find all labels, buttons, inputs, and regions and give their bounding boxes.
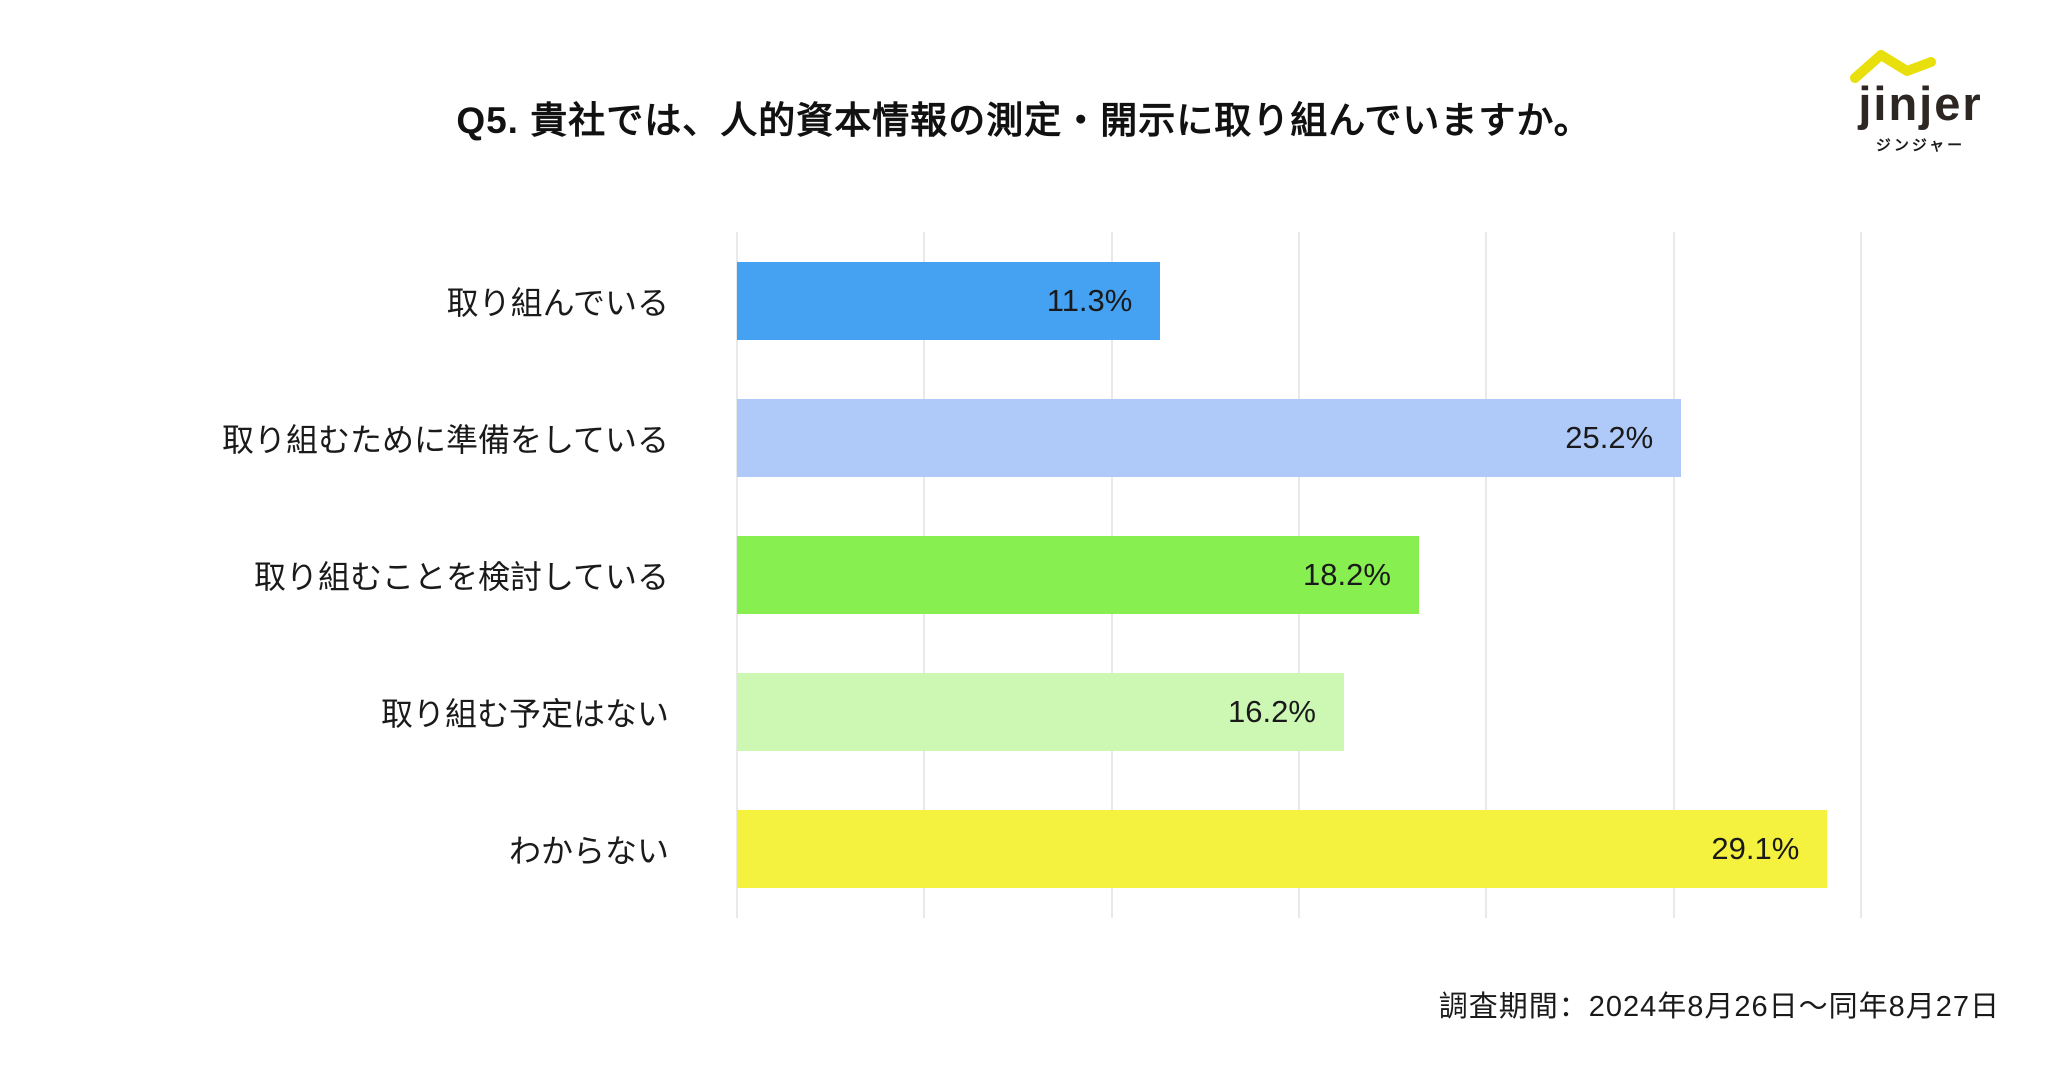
category-label: 取り組んでいる: [446, 284, 669, 321]
value-label: 25.2%: [1565, 419, 1654, 455]
bar: 11.3%: [737, 261, 1161, 340]
gridline: [1485, 232, 1488, 918]
bar-chart: 取り組んでいる 11.3% 取り組むために準備をしている 25.2% 取り組むことを検討…: [0, 232, 2048, 918]
gridline: [1860, 232, 1862, 918]
chart-row: 取り組むために準備をしている 25.2%: [0, 369, 2048, 506]
jinjer-logo: jinjer ジンジャー: [1833, 50, 2008, 155]
bar-track: 11.3%: [737, 261, 1861, 340]
chart-row: 取り組むことを検討している 18.2%: [0, 506, 2048, 643]
bar: 25.2%: [737, 398, 1682, 477]
value-label: 29.1%: [1711, 831, 1800, 867]
bar-track: 18.2%: [737, 536, 1861, 614]
category-label: わからない: [508, 833, 669, 870]
chart-title: Q5. 貴社では、人的資本情報の測定・開示に取り組んでいますか。: [456, 100, 1592, 141]
bar-track: 29.1%: [737, 810, 1861, 889]
bar: 29.1%: [737, 810, 1828, 889]
category-label: 取り組むために準備をしている: [221, 421, 669, 458]
bar: 16.2%: [737, 673, 1344, 752]
bar-rows: 取り組んでいる 11.3% 取り組むために準備をしている 25.2% 取り組むことを検討…: [0, 232, 2048, 918]
logo-katakana: ジンジャー: [1875, 137, 1966, 154]
value-label: 18.2%: [1302, 557, 1391, 592]
gridline: [1672, 232, 1675, 918]
chart-row: 取り組む予定はない 16.2%: [0, 644, 2048, 781]
survey-period: 調査期間：2024年8月26日〜同年8月27日: [1438, 991, 2000, 1023]
logo-wordmark: jinjer: [1858, 77, 1983, 130]
jinjer-mark-icon: [1850, 50, 1936, 83]
value-label: 16.2%: [1228, 694, 1316, 730]
category-label: 取り組む予定はない: [380, 696, 669, 733]
bar-track: 16.2%: [737, 673, 1861, 752]
category-label: 取り組むことを検討している: [253, 559, 669, 595]
bar-track: 25.2%: [737, 398, 1861, 477]
value-label: 11.3%: [1046, 282, 1133, 318]
bar: 18.2%: [737, 536, 1419, 614]
chart-row: わからない 29.1%: [0, 781, 2048, 918]
chart-row: 取り組んでいる 11.3%: [0, 232, 2048, 369]
